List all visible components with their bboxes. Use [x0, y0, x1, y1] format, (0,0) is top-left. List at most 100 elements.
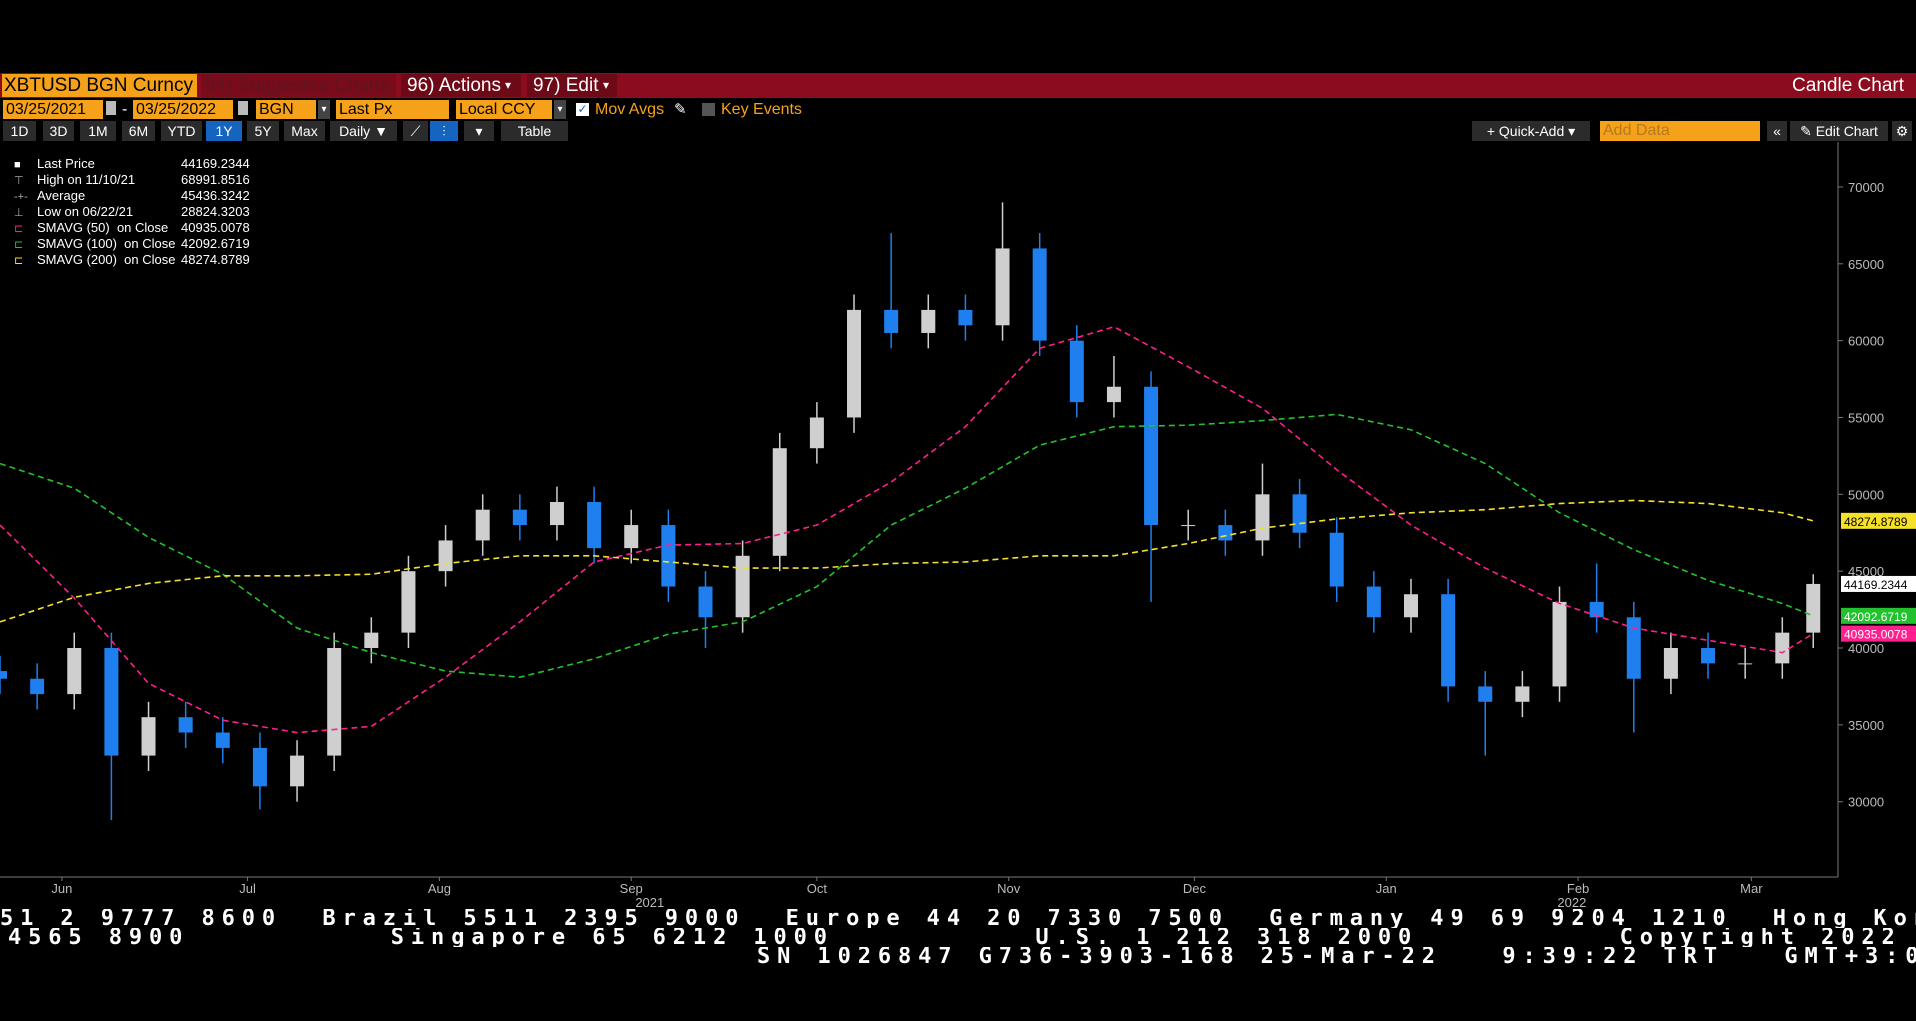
legend-value: 45436.3242 [181, 188, 250, 203]
collapse-icon[interactable]: « [1767, 121, 1787, 141]
candle-body [1144, 386, 1159, 526]
legend-icon: ⊏ [14, 255, 23, 267]
frequency[interactable]: Daily ▼ [330, 121, 397, 141]
checkbox[interactable]: ✓ [576, 102, 589, 116]
legend-label: SMAVG (200) on Close [37, 252, 175, 267]
candle-body [847, 309, 862, 418]
x-tick-label: Feb [1567, 881, 1589, 896]
end-date[interactable]: 03/25/2022 [133, 100, 233, 119]
legend-icon: ⊤ [14, 175, 24, 187]
price-tag [1841, 607, 1916, 624]
legend-icon: -+- [14, 191, 28, 203]
candle-body [364, 632, 379, 649]
x-tick-label: Jan [1376, 881, 1397, 896]
legend-value: 44169.2344 [181, 156, 250, 171]
candle-body [141, 717, 156, 756]
candle-body [1069, 340, 1084, 403]
period-button[interactable]: YTD [161, 121, 202, 141]
period-button[interactable]: 1M [80, 121, 116, 141]
calendar-icon[interactable] [238, 101, 248, 115]
table-button[interactable]: Table [501, 121, 568, 141]
legend-value: 28824.3203 [181, 204, 250, 219]
legend-value: 48274.8789 [181, 252, 250, 267]
period-button[interactable]: 3D [43, 121, 74, 141]
period-button[interactable]: 6M [122, 121, 155, 141]
start-date[interactable]: 03/25/2021 [3, 100, 103, 119]
source[interactable]: BGN [256, 100, 316, 119]
mov-avgs[interactable]: Mov Avgs [595, 101, 665, 118]
moving-average [0, 325, 1814, 734]
candle-body [438, 540, 453, 572]
period-button[interactable]: Max [284, 121, 325, 141]
moving-average [0, 413, 1814, 679]
legend-value: 40935.0078 [181, 220, 250, 235]
suggested-charts[interactable]: 94) Suggested Charts [201, 74, 396, 97]
quick-add-label: Quick-Add [1498, 123, 1565, 139]
y-tick-label: 30000 [1848, 795, 1884, 810]
y-tick-label: 70000 [1848, 180, 1884, 195]
y-tick-label: 45000 [1848, 564, 1884, 579]
legend-label: Last Price [37, 156, 95, 171]
candle-body [1775, 632, 1790, 664]
candle-body [1515, 686, 1530, 702]
y-tick-label: 55000 [1848, 410, 1884, 425]
legend-box [10, 152, 255, 270]
legend-icon: ⊏ [14, 223, 23, 235]
calendar-icon[interactable] [106, 101, 116, 115]
candle-body [624, 525, 639, 549]
candle-body [1032, 248, 1047, 341]
price-tag-label: 48274.8789 [1844, 515, 1908, 529]
candle-body [958, 309, 973, 326]
candle-body [104, 648, 119, 756]
x-tick-label: Mar [1740, 881, 1763, 896]
edit-menu[interactable]: 97) Edit [527, 74, 617, 97]
y-tick-label: 40000 [1848, 641, 1884, 656]
pencil-icon[interactable]: ✎ [674, 101, 687, 118]
dropdown-arrow: ▾ [505, 78, 512, 92]
price-tag [1841, 512, 1916, 529]
candle-body [1738, 663, 1753, 665]
ticker-line: 51 2 9777 8600 Brazil 5511 2395 9000 Eur… [0, 909, 1916, 928]
candle-body [549, 502, 564, 526]
ticker-line: 4565 8900 Singapore 65 6212 1000 U.S. 1 … [8, 928, 1902, 947]
edit-chart-label: Edit Chart [1815, 123, 1878, 139]
security[interactable]: XBTUSD BGN Curncy [2, 74, 197, 97]
checkbox[interactable] [702, 103, 715, 116]
candle-body [1806, 583, 1821, 633]
period-button[interactable]: 5Y [247, 121, 279, 141]
key-events[interactable]: Key Events [721, 101, 802, 118]
candle-body [1626, 617, 1641, 679]
dropdown-arrow[interactable]: ▾ [318, 100, 330, 119]
actions-menu[interactable]: 96) Actions [401, 74, 521, 97]
candle-icon[interactable]: ⫶ [430, 121, 458, 141]
edit-chart[interactable]: ✎ Edit Chart [1790, 121, 1888, 141]
price-tag [1841, 575, 1916, 592]
dropdown-arrow: ▾ [603, 78, 610, 92]
x-tick-label: Jun [51, 881, 72, 896]
candle-body [401, 571, 416, 633]
legend-label: SMAVG (50) on Close [37, 220, 168, 235]
line-icon[interactable]: ⟋ [403, 121, 428, 141]
x-tick-label: Nov [997, 881, 1021, 896]
moving-average [0, 499, 1814, 623]
period-button[interactable]: 1Y [206, 121, 242, 141]
dropdown-arrow[interactable]: ▾ [554, 100, 566, 119]
period-button[interactable]: 1D [3, 121, 36, 141]
candle-body [661, 525, 676, 587]
candle-body [67, 648, 82, 695]
candle-body [1366, 586, 1381, 618]
legend-label: High on 11/10/21 [37, 172, 135, 187]
y-tick-label: 65000 [1848, 257, 1884, 272]
settings-icon[interactable]: ⚙ [1892, 121, 1912, 141]
y-tick-label: 35000 [1848, 718, 1884, 733]
candle-body [0, 671, 7, 679]
legend-value: 68991.8516 [181, 172, 250, 187]
quick-add[interactable]: + Quick-Add ▾ [1472, 121, 1590, 141]
dropdown-arrow[interactable]: ▾ [464, 121, 494, 141]
currency[interactable]: Local CCY [456, 100, 552, 119]
candle-body [1106, 386, 1121, 403]
field[interactable]: Last Px [336, 100, 449, 119]
add-data-input[interactable]: Add Data [1600, 121, 1760, 141]
candle-body [215, 732, 230, 748]
legend-value: 42092.6719 [181, 236, 250, 251]
